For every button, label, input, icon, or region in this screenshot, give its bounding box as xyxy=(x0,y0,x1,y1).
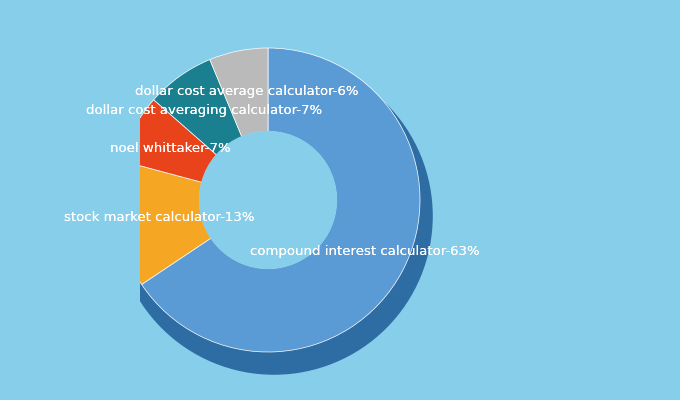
Text: compound interest calculator-63%: compound interest calculator-63% xyxy=(250,246,480,258)
Text: dollar cost average calculator-6%: dollar cost average calculator-6% xyxy=(135,86,358,98)
Circle shape xyxy=(200,132,337,268)
Wedge shape xyxy=(210,48,268,137)
Text: dollar cost averaging calculator-7%: dollar cost averaging calculator-7% xyxy=(86,104,322,117)
Wedge shape xyxy=(154,60,242,155)
Text: stock market calculator-13%: stock market calculator-13% xyxy=(64,212,254,224)
Text: noel whittaker-7%: noel whittaker-7% xyxy=(110,142,231,154)
Wedge shape xyxy=(141,48,420,352)
Text: dollar cost average calculator-6%: dollar cost average calculator-6% xyxy=(135,86,358,98)
Text: stock market calculator-13%: stock market calculator-13% xyxy=(64,212,254,224)
Text: compound interest calculator-63%: compound interest calculator-63% xyxy=(250,246,480,258)
Text: noel whittaker-7%: noel whittaker-7% xyxy=(110,142,231,154)
Circle shape xyxy=(116,58,432,374)
Circle shape xyxy=(207,150,341,282)
Wedge shape xyxy=(121,100,216,182)
Text: dollar cost averaging calculator-7%: dollar cost averaging calculator-7% xyxy=(86,104,322,117)
Wedge shape xyxy=(116,161,211,284)
